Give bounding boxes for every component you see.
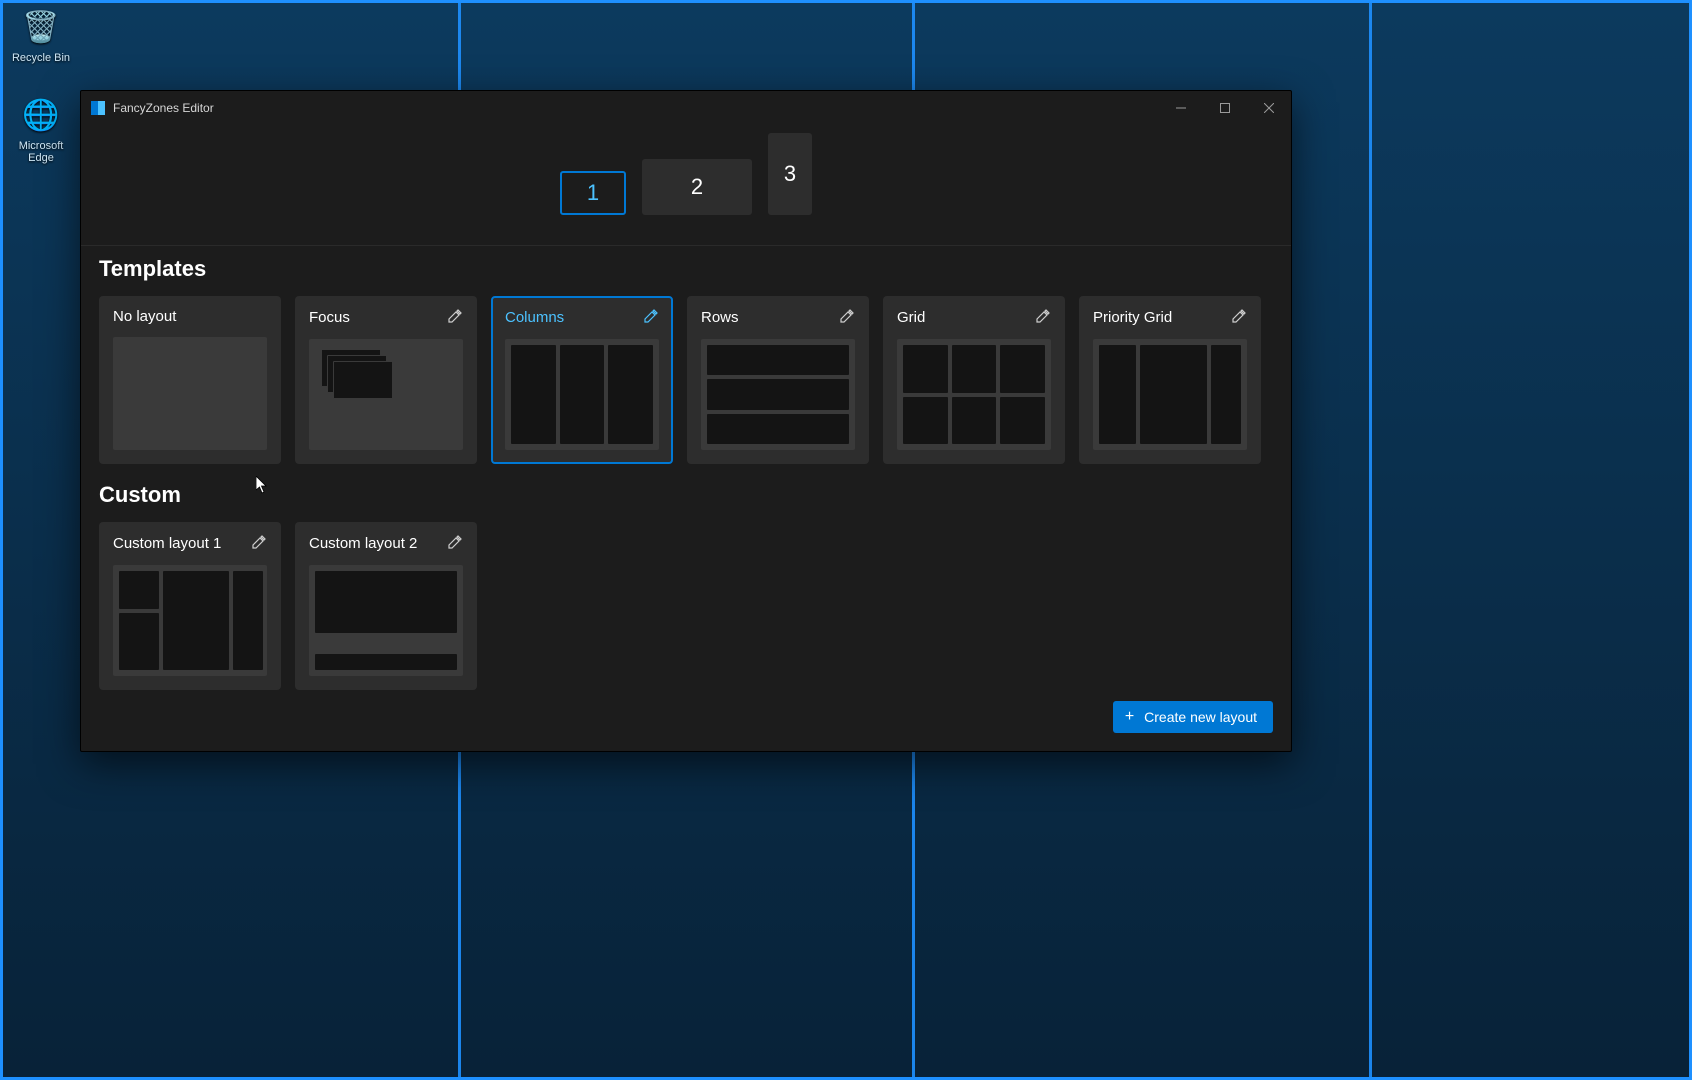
edit-button[interactable] (1231, 308, 1247, 327)
content-area: Templates No layout Focus (81, 246, 1291, 751)
template-card-no-layout[interactable]: No layout (99, 296, 281, 464)
template-card-focus[interactable]: Focus (295, 296, 477, 464)
edit-button[interactable] (839, 308, 855, 327)
edit-button[interactable] (447, 308, 463, 327)
edge-icon: 🌐 (20, 94, 62, 136)
template-card-rows[interactable]: Rows (687, 296, 869, 464)
template-card-priority-grid[interactable]: Priority Grid (1079, 296, 1261, 464)
monitor-tab-3[interactable]: 3 (768, 133, 812, 215)
plus-icon: + (1125, 709, 1134, 725)
templates-grid: No layout Focus (99, 296, 1273, 464)
pencil-icon (839, 308, 855, 324)
pencil-icon (643, 308, 659, 324)
pencil-icon (447, 308, 463, 324)
pencil-icon (447, 534, 463, 550)
desktop-icon-edge[interactable]: 🌐 Microsoft Edge (6, 94, 76, 164)
template-name: Priority Grid (1093, 309, 1172, 326)
custom-layout-card-2[interactable]: Custom layout 2 (295, 522, 477, 690)
template-preview (113, 337, 267, 450)
template-name: Grid (897, 309, 925, 326)
template-name: Columns (505, 309, 564, 326)
custom-layout-name: Custom layout 1 (113, 535, 221, 552)
recycle-bin-icon: 🗑️ (20, 6, 62, 48)
fancyzones-editor-window: FancyZones Editor 1 2 3 Templates No l (80, 90, 1292, 752)
create-new-layout-button[interactable]: + Create new layout (1113, 701, 1273, 733)
maximize-button[interactable] (1203, 91, 1247, 125)
pencil-icon (1231, 308, 1247, 324)
template-name: Focus (309, 309, 350, 326)
template-name: No layout (113, 308, 176, 325)
custom-grid: Custom layout 1 Custom layout 2 (99, 522, 1273, 690)
minimize-button[interactable] (1159, 91, 1203, 125)
monitor-tab-1-label: 1 (587, 180, 599, 206)
monitor-tab-2[interactable]: 2 (642, 159, 752, 215)
monitor-selector: 1 2 3 (81, 125, 1291, 246)
template-preview (309, 339, 463, 450)
close-button[interactable] (1247, 91, 1291, 125)
custom-layout-name: Custom layout 2 (309, 535, 417, 552)
desktop-icon-recycle-bin[interactable]: 🗑️ Recycle Bin (6, 6, 76, 64)
edit-button[interactable] (643, 308, 659, 327)
edit-button[interactable] (251, 534, 267, 553)
monitor-tab-1[interactable]: 1 (560, 171, 626, 215)
template-preview (1093, 339, 1247, 450)
desktop-background: 🗑️ Recycle Bin 🌐 Microsoft Edge FancyZon… (0, 0, 1692, 1080)
template-card-grid[interactable]: Grid (883, 296, 1065, 464)
template-preview (505, 339, 659, 450)
recycle-bin-label: Recycle Bin (6, 52, 76, 64)
monitor-tab-2-label: 2 (691, 174, 703, 200)
custom-preview (309, 565, 463, 676)
window-title: FancyZones Editor (113, 101, 214, 115)
titlebar[interactable]: FancyZones Editor (81, 91, 1291, 125)
section-custom-header: Custom (99, 482, 1273, 508)
template-name: Rows (701, 309, 739, 326)
pencil-icon (251, 534, 267, 550)
app-icon (91, 101, 105, 115)
custom-layout-card-1[interactable]: Custom layout 1 (99, 522, 281, 690)
edge-label: Microsoft Edge (6, 140, 76, 164)
minimize-icon (1176, 103, 1186, 113)
edit-button[interactable] (1035, 308, 1051, 327)
edit-button[interactable] (447, 534, 463, 553)
template-card-columns[interactable]: Columns (491, 296, 673, 464)
create-button-label: Create new layout (1144, 709, 1257, 725)
template-preview (701, 339, 855, 450)
template-preview (897, 339, 1051, 450)
pencil-icon (1035, 308, 1051, 324)
close-icon (1264, 103, 1274, 113)
monitor-tab-3-label: 3 (784, 161, 796, 187)
section-templates-header: Templates (99, 256, 1273, 282)
maximize-icon (1220, 103, 1230, 113)
custom-preview (113, 565, 267, 676)
